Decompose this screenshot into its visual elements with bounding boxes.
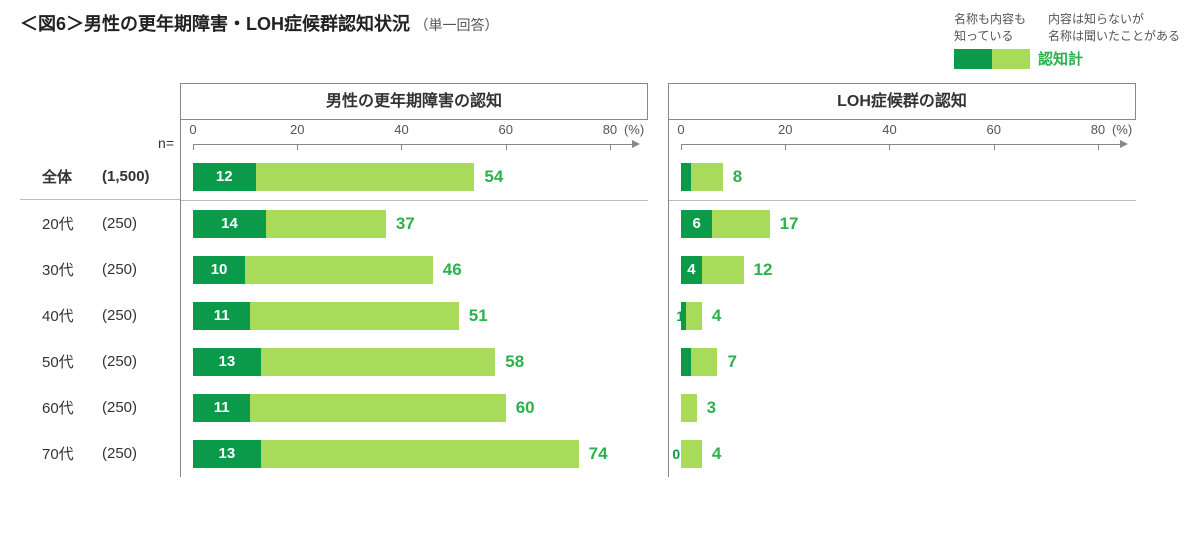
legend: 名称も内容も 知っている 内容は知らないが 名称は聞いたことがある 認知計: [954, 10, 1180, 69]
bar-row: 14: [669, 293, 1136, 339]
bar-value-total: 4: [702, 440, 721, 468]
chart-subtitle: （単一回答）: [414, 17, 498, 33]
panel-right-axis: 0 20 40 60 80 (%): [669, 120, 1136, 154]
row-label: 50代(250): [20, 351, 180, 372]
bar-value-total: 3: [697, 394, 716, 422]
legend-swatch-light: [992, 49, 1030, 69]
bar-seg-light: [702, 256, 744, 284]
row-label: 70代(250): [20, 443, 180, 464]
bar-seg-light: [691, 163, 722, 191]
bar-row: 28: [669, 154, 1136, 200]
panel-left: 男性の更年期障害の認知 0 20 40 60 80 (%) 12 54 14 37 10 46 11 5…: [180, 83, 648, 477]
panel-left-axis: 0 20 40 60 80 (%): [181, 120, 648, 154]
bar-row: 13 58: [181, 339, 648, 385]
axis-tick: 60: [986, 122, 1000, 137]
row-labels-column: n= 全体(1,500) 20代(250) 30代(250) 40代(250) 50代(…: [20, 83, 180, 477]
bar-value-dark: 6: [681, 210, 712, 238]
chart-area: n= 全体(1,500) 20代(250) 30代(250) 40代(250) 50代(…: [20, 83, 1180, 477]
bar-row: 3: [669, 385, 1136, 431]
bar-value-total: 4: [702, 302, 721, 330]
bar-row: 27: [669, 339, 1136, 385]
bar-row: 13 74: [181, 431, 648, 477]
bar-row: 10 46: [181, 247, 648, 293]
bar-value-dark: 2: [682, 348, 690, 376]
bar-row: 04: [669, 431, 1136, 477]
bar-row: 12 54: [181, 154, 648, 200]
bar-seg-light: [681, 394, 697, 422]
bar-value-total: 51: [459, 302, 488, 330]
bar-value-dark: 14: [193, 210, 266, 238]
bar-value-total: 12: [744, 256, 773, 284]
bar-seg-light: [691, 348, 717, 376]
axis-tick: 0: [677, 122, 684, 137]
bar-seg-light: [266, 210, 386, 238]
row-label: 40代(250): [20, 305, 180, 326]
axis-tick: 60: [498, 122, 512, 137]
panel-right: LOH症候群の認知 020406080(%) 286174121427304: [668, 83, 1136, 477]
bar-seg-light: [245, 256, 433, 284]
bar-seg-light: [256, 163, 475, 191]
legend-label-dark: 名称も内容も 知っている: [954, 10, 1042, 44]
bar-value-total: 17: [770, 210, 799, 238]
axis-tick: 40: [394, 122, 408, 137]
bar-value-total: 54: [474, 163, 503, 191]
bar-value-total: 58: [495, 348, 524, 376]
axis-tick: 0: [189, 122, 196, 137]
axis-tick: 20: [290, 122, 304, 137]
legend-swatch-dark: [954, 49, 992, 69]
panel-left-title: 男性の更年期障害の認知: [181, 84, 648, 120]
bar-seg-light: [261, 440, 579, 468]
legend-total-label: 認知計: [1038, 48, 1083, 69]
bar-seg-light: [250, 302, 458, 330]
bar-value-total: 60: [506, 394, 535, 422]
row-label: 60代(250): [20, 397, 180, 418]
bar-seg-light: [712, 210, 769, 238]
bar-value-dark: 0: [672, 440, 680, 468]
panel-right-title: LOH症候群の認知: [669, 84, 1136, 120]
bar-value-dark: 10: [193, 256, 245, 284]
bar-value-dark: 11: [193, 394, 250, 422]
axis-tick: 40: [882, 122, 896, 137]
row-label: 30代(250): [20, 259, 180, 280]
bar-seg-light: [250, 394, 505, 422]
row-label: 全体(1,500): [20, 166, 180, 187]
axis-tick: 80: [603, 122, 617, 137]
bar-seg-light: [681, 440, 702, 468]
bar-row: 11 60: [181, 385, 648, 431]
bar-value-total: 74: [579, 440, 608, 468]
chart-title: ＜図6＞男性の更年期障害・LOH症候群認知状況: [20, 14, 410, 34]
bar-value-dark: 12: [193, 163, 256, 191]
bar-value-total: 37: [386, 210, 415, 238]
bar-seg-light: [686, 302, 702, 330]
bar-value-dark: 13: [193, 440, 261, 468]
axis-tick: 20: [778, 122, 792, 137]
bar-value-total: 46: [433, 256, 462, 284]
bar-value-dark: 2: [682, 163, 690, 191]
n-header: n=: [20, 119, 180, 153]
bar-value-total: 8: [723, 163, 742, 191]
row-label: 20代(250): [20, 213, 180, 234]
bar-row: 6 17: [669, 201, 1136, 247]
axis-tick: 80: [1091, 122, 1105, 137]
bar-value-total: 7: [717, 348, 736, 376]
axis-unit: (%): [624, 122, 644, 137]
axis-unit: (%): [1112, 122, 1132, 137]
bar-value-dark: 4: [681, 256, 702, 284]
bar-value-dark: 13: [193, 348, 261, 376]
bar-row: 11 51: [181, 293, 648, 339]
bar-row: 14 37: [181, 201, 648, 247]
bar-row: 4 12: [669, 247, 1136, 293]
bar-value-dark: 11: [193, 302, 250, 330]
bar-seg-light: [261, 348, 496, 376]
bar-value-dark: 1: [676, 302, 684, 330]
legend-label-light: 内容は知らないが 名称は聞いたことがある: [1048, 10, 1180, 44]
